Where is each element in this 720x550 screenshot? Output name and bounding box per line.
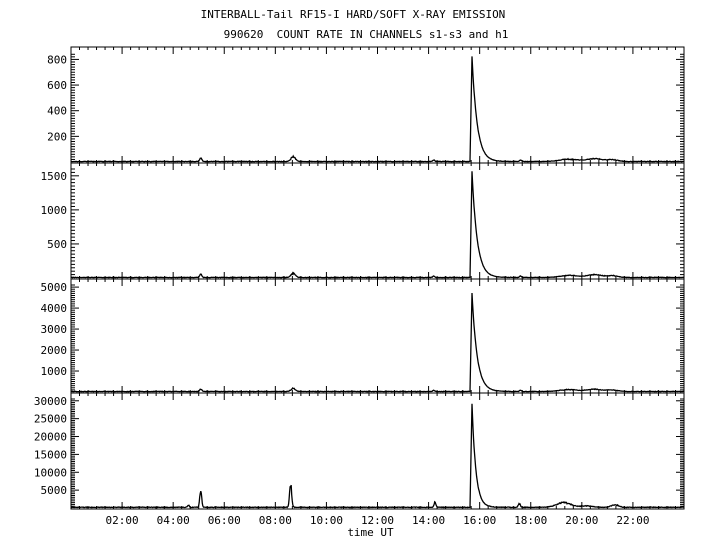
y-tick-label: 2000	[41, 344, 68, 357]
panel-frame-s1	[70, 46, 685, 164]
series-line-s3	[70, 292, 685, 393]
y-tick-label: 4000	[41, 302, 68, 315]
x-tick-label: 18:00	[514, 514, 547, 527]
x-tick-label: 20:00	[565, 514, 598, 527]
y-tick-label: 5000	[41, 484, 68, 497]
y-tick-label: 1500	[41, 170, 68, 183]
y-tick-label: 30000	[34, 395, 67, 408]
x-tick-label: 16:00	[463, 514, 496, 527]
y-tick-label: 500	[47, 238, 67, 251]
y-tick-label: 5000	[41, 281, 68, 294]
series-line-s1	[71, 56, 685, 163]
x-tick-label: 14:00	[412, 514, 445, 527]
x-tick-label: 06:00	[208, 514, 241, 527]
y-tick-label: 600	[47, 79, 67, 92]
panel-frame-h1	[70, 392, 685, 510]
series-line-s2	[70, 171, 685, 279]
y-tick-label: 25000	[34, 413, 67, 426]
x-tick-label: 22:00	[616, 514, 649, 527]
x-axis-label: time UT	[347, 526, 394, 539]
chart-subtitle: 990620 COUNT RATE IN CHANNELS s1-s3 and …	[223, 28, 509, 41]
x-tick-label: 04:00	[157, 514, 190, 527]
x-tick-label: 08:00	[259, 514, 292, 527]
y-tick-label: 1000	[41, 365, 68, 378]
chart-title: INTERBALL-Tail RF15-I HARD/SOFT X-RAY EM…	[200, 8, 506, 21]
y-tick-label: 20000	[34, 431, 67, 444]
y-tick-label: 1000	[41, 204, 68, 217]
panel-frame-s2	[70, 162, 685, 280]
x-tick-label: 12:00	[361, 514, 394, 527]
x-tick-label: 02:00	[106, 514, 139, 527]
x-tick-label: 10:00	[310, 514, 343, 527]
y-tick-label: 10000	[34, 466, 67, 479]
series-line-h1	[70, 403, 685, 509]
y-tick-label: 400	[47, 105, 67, 118]
y-tick-label: 3000	[41, 323, 68, 336]
y-tick-label: 200	[47, 130, 67, 143]
y-tick-label: 800	[47, 53, 67, 66]
panel-frame-s3	[70, 278, 685, 394]
y-tick-label: 15000	[34, 448, 67, 461]
